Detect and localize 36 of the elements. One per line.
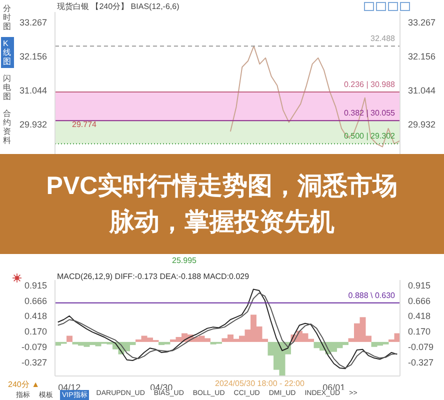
y-tick-label: 0.418 [24,311,47,322]
text: 分时图 [1,2,14,33]
y2-tick-label: 0.666 [408,296,431,306]
ref-line-label: 0.500 | 29.302 [344,132,396,141]
text: K线图 [1,37,14,68]
bar [66,336,72,342]
ref-line-label: 0.236 | 30.988 [344,80,396,90]
y2-tick-label: 0.418 [408,311,431,322]
y2-tick-label: 33.267 [408,17,436,28]
y-tick-label: 32.156 [19,51,47,62]
y-tick-label: 0.666 [24,296,47,306]
y2-tick-label: -0.327 [408,357,434,368]
y2-tick-label: 29.932 [408,120,436,130]
y2-tick-label: 32.156 [408,51,436,62]
y2-tick-label: -0.079 [408,342,434,352]
y-tick-label: 0.170 [24,326,47,337]
y-tick-label: 31.044 [19,86,47,96]
y-tick-label: -0.079 [21,342,47,352]
annotation: 29.774 [72,120,96,129]
y2-tick-label: 0.915 [408,280,431,290]
chart-title: MACD(26,12,9) DIFF:-0.173 DEA:-0.188 MACD:0.029 [57,272,250,281]
y-tick-label: -0.327 [21,357,47,368]
text: 240分 ▲ [8,379,40,390]
y2-tick-label: 0.170 [408,326,431,337]
ref-line-label: 0.888 \ 0.630 [348,290,396,300]
text: 合约资料 [1,107,14,147]
y-tick-label: 29.932 [19,120,47,130]
y-tick-label: 0.915 [24,280,47,290]
ref-line-label: 32.488 [370,34,396,44]
chart-subtitle: 现货白银 【240分】 BIAS(12,-6,6) [57,1,180,12]
text: 25.995 [172,256,196,265]
text: 闪电图 [1,72,14,103]
y-tick-label: 33.267 [19,17,47,28]
line-series [230,46,400,148]
text: 2024/05/30 18:00 - 22:00 [215,379,304,388]
y2-tick-label: 31.044 [408,86,436,96]
